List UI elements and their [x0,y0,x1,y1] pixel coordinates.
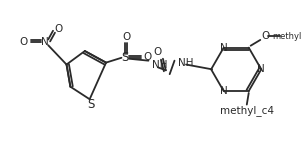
Text: N: N [257,64,265,74]
Text: methyl_c4: methyl_c4 [220,105,274,116]
Text: O: O [19,37,27,47]
Text: O: O [153,47,161,57]
Text: NH: NH [178,58,194,68]
Text: S: S [87,97,94,111]
Text: O: O [143,52,152,62]
Text: O: O [55,24,63,34]
Text: N: N [220,86,227,96]
Text: NH: NH [152,60,168,70]
Text: O: O [122,32,130,42]
Text: N: N [41,37,49,47]
Text: N: N [220,43,227,53]
Text: S: S [122,51,129,64]
Text: methyl: methyl [273,32,302,41]
Text: O: O [261,31,269,41]
